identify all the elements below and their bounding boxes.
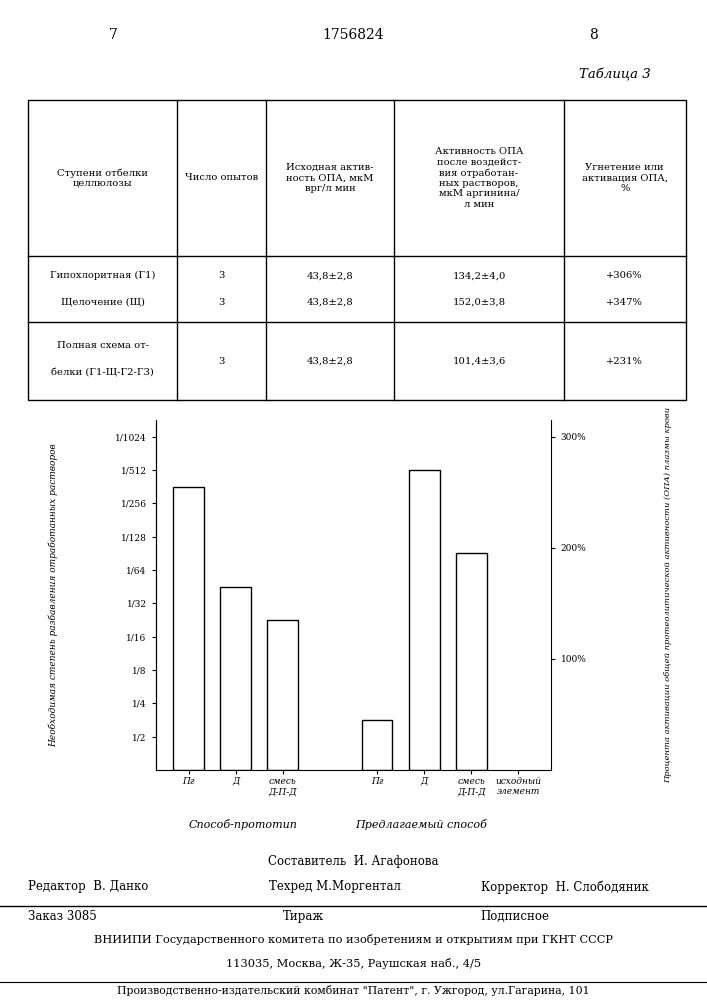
Text: 43,8±2,8: 43,8±2,8 <box>307 298 354 307</box>
Bar <box>28 100 686 400</box>
Text: Полная схема от-: Полная схема от- <box>57 341 149 350</box>
Text: Способ-прототип: Способ-прототип <box>188 820 297 830</box>
Bar <box>362 720 392 770</box>
Text: 43,8±2,8: 43,8±2,8 <box>307 357 354 366</box>
Text: Угнетение или
активация ОПА,
%: Угнетение или активация ОПА, % <box>582 163 668 193</box>
Text: 152,0±3,8: 152,0±3,8 <box>452 298 506 307</box>
Text: 3: 3 <box>218 271 225 280</box>
Text: Тираж: Тираж <box>283 910 324 923</box>
Text: Предлагаемый способ: Предлагаемый способ <box>355 820 486 830</box>
Bar <box>173 487 204 770</box>
Text: Активность ОПА
после воздейст-
вия отработан-
ных растворов,
мкМ аргинина/
л мин: Активность ОПА после воздейст- вия отраб… <box>435 147 523 209</box>
Text: 8: 8 <box>590 28 598 42</box>
Bar <box>456 553 486 770</box>
Bar <box>267 620 298 770</box>
Text: белки (Г1-Щ-Г2-Г3): белки (Г1-Щ-Г2-Г3) <box>52 368 154 377</box>
Text: Корректор  Н. Слободяник: Корректор Н. Слободяник <box>481 880 648 894</box>
Text: Ступени отбелки
целлюлозы: Ступени отбелки целлюлозы <box>57 168 148 188</box>
Text: 113035, Москва, Ж-35, Раушская наб., 4/5: 113035, Москва, Ж-35, Раушская наб., 4/5 <box>226 958 481 969</box>
Text: Необходимая степень разбавления отработанных растворов: Необходимая степень разбавления отработа… <box>48 443 58 747</box>
Text: ВНИИПИ Государственного комитета по изобретениям и открытиям при ГКНТ СССР: ВНИИПИ Государственного комитета по изоб… <box>94 934 613 945</box>
Text: 1756824: 1756824 <box>322 28 385 42</box>
Text: Щелочение (Щ): Щелочение (Щ) <box>61 298 145 307</box>
Text: 101,4±3,6: 101,4±3,6 <box>452 357 506 366</box>
Text: +306%: +306% <box>607 271 643 280</box>
Text: Составитель  И. Агафонова: Составитель И. Агафонова <box>268 854 439 867</box>
Text: 3: 3 <box>218 298 225 307</box>
Text: Производственно-издательский комбинат "Патент", г. Ужгород, ул.Гагарина, 101: Производственно-издательский комбинат "П… <box>117 985 590 996</box>
Text: +347%: +347% <box>607 298 643 307</box>
Text: 3: 3 <box>218 357 225 366</box>
Text: Таблица 3: Таблица 3 <box>579 68 651 82</box>
Text: Заказ 3085: Заказ 3085 <box>28 910 97 923</box>
Text: 134,2±4,0: 134,2±4,0 <box>452 271 506 280</box>
Text: +231%: +231% <box>607 357 643 366</box>
Text: Процента активации общей протеолитической активности (ОПА) плазмы крови: Процента активации общей протеолитическо… <box>664 407 672 783</box>
Text: 7: 7 <box>109 28 117 42</box>
Bar <box>409 470 440 770</box>
Bar <box>221 587 251 770</box>
Text: Гипохлоритная (Г1): Гипохлоритная (Г1) <box>50 271 156 280</box>
Text: Подписное: Подписное <box>481 910 550 923</box>
Text: Редактор  В. Данко: Редактор В. Данко <box>28 880 148 893</box>
Text: Техред М.Моргентал: Техред М.Моргентал <box>269 880 401 893</box>
Text: Число опытов: Число опытов <box>185 173 258 182</box>
Text: 43,8±2,8: 43,8±2,8 <box>307 271 354 280</box>
Text: Исходная актив-
ность ОПА, мкМ
врг/л мин: Исходная актив- ность ОПА, мкМ врг/л мин <box>286 163 374 193</box>
